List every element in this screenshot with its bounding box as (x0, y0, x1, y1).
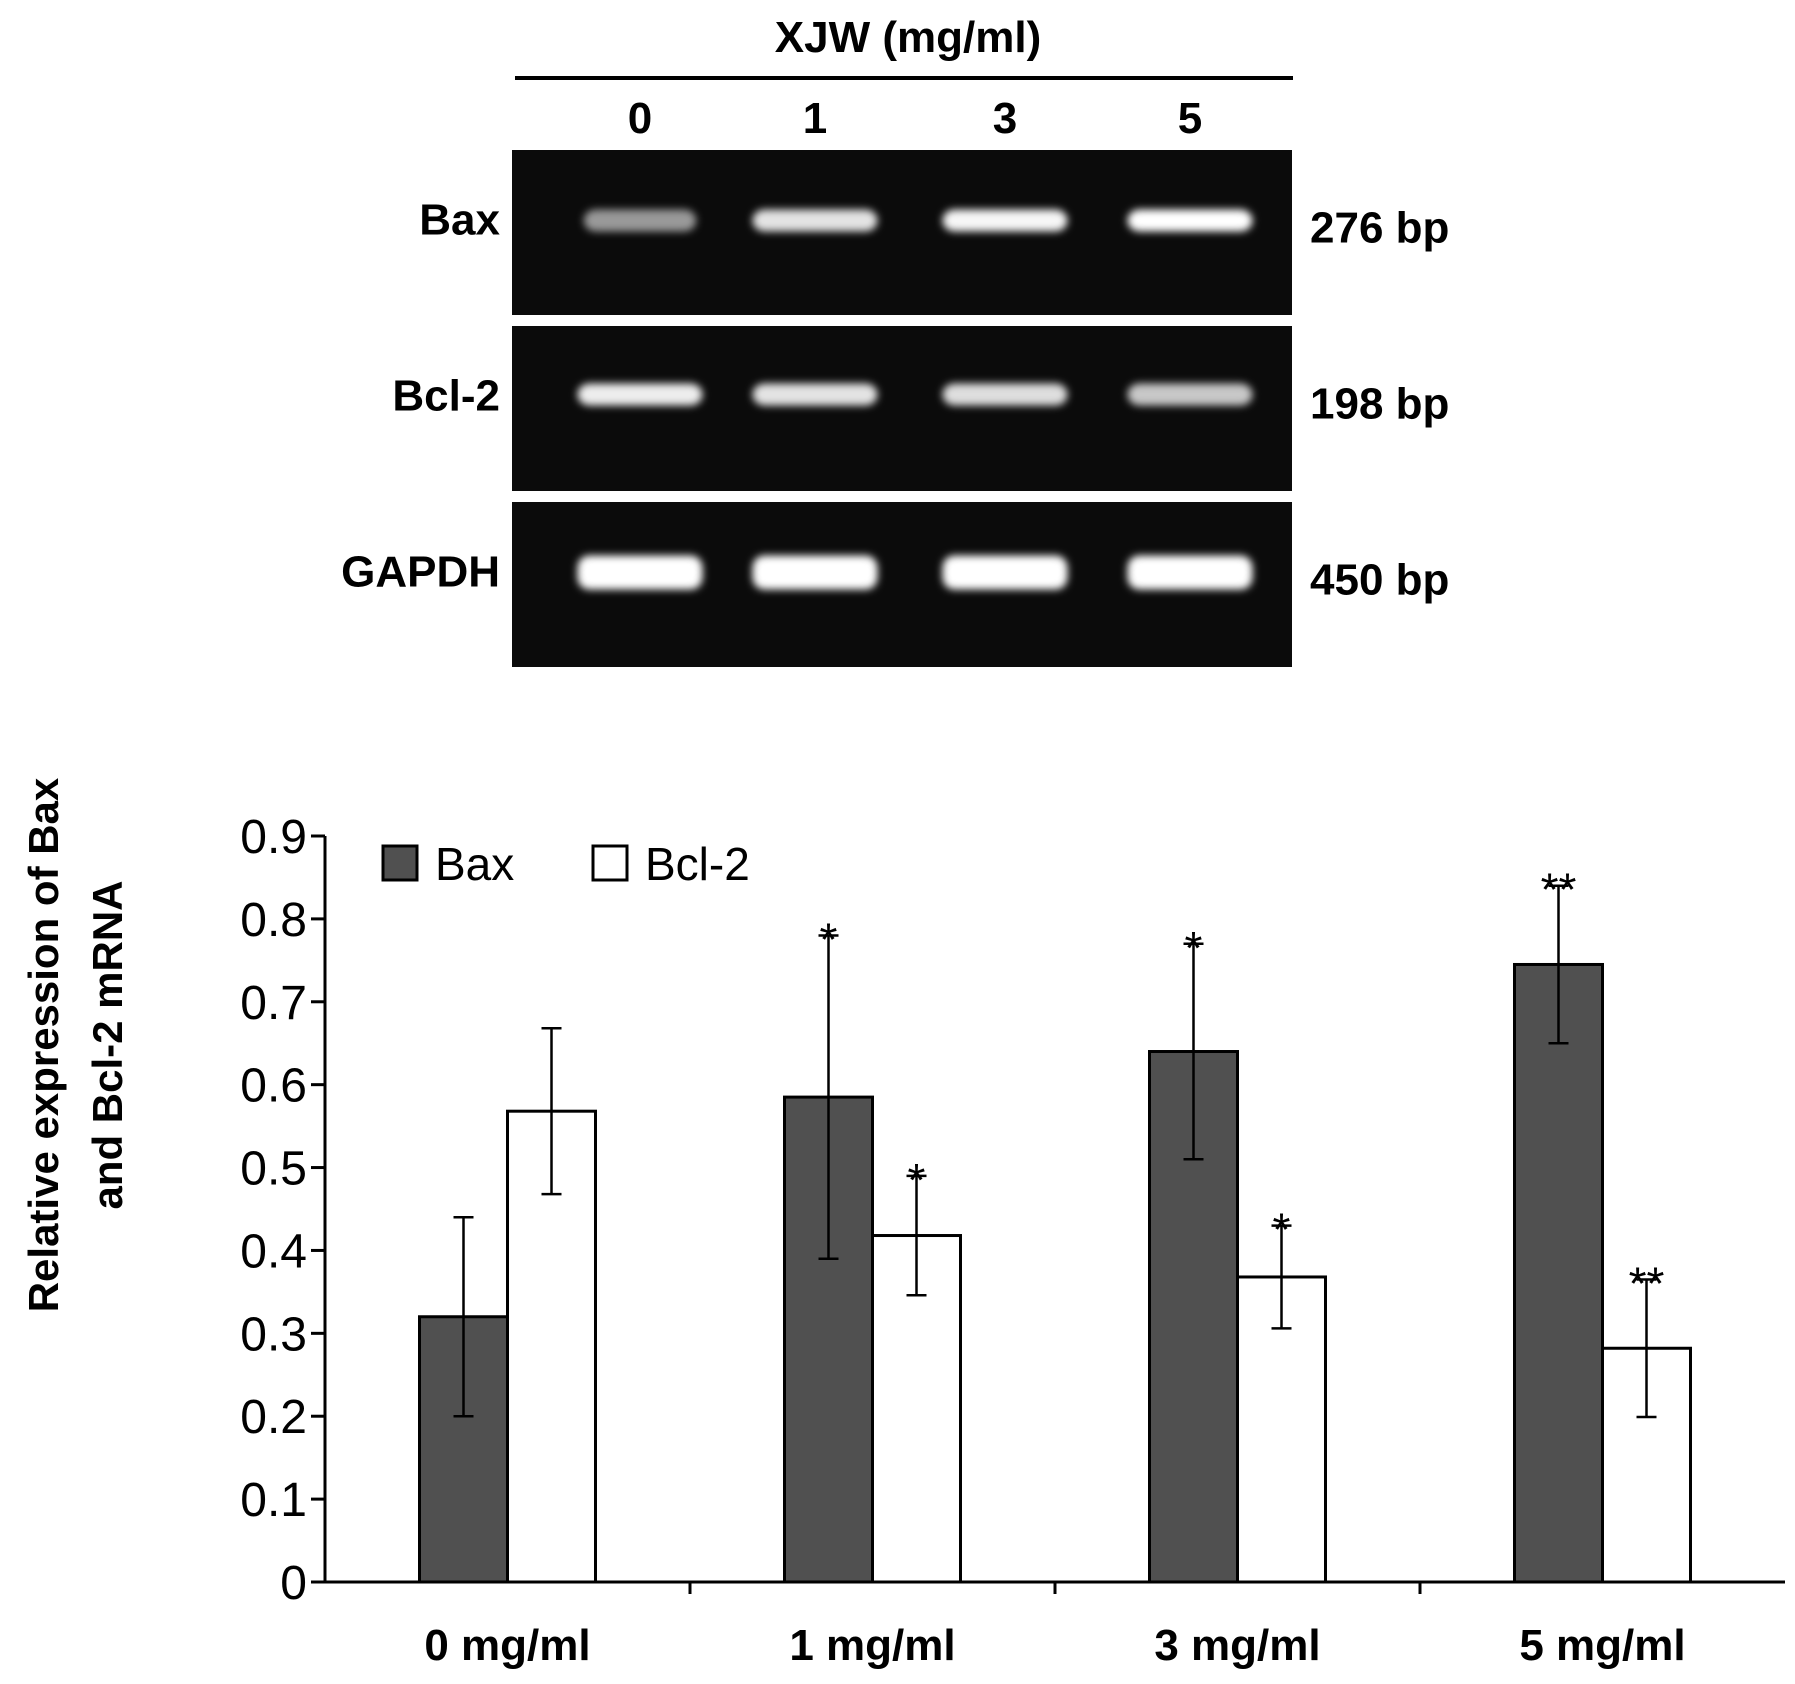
lane-label-3: 3 (993, 94, 1017, 143)
significance-marker: * (820, 913, 838, 965)
x-tick-label: 1 mg/ml (789, 1621, 955, 1670)
gel-row-size: 198 bp (1310, 380, 1449, 429)
gel-row-gapdh: GAPDH 450 bp (341, 502, 1449, 667)
x-tick-label: 5 mg/ml (1519, 1621, 1685, 1670)
lane-labels: 0 1 3 5 (628, 94, 1202, 143)
gel-strip (512, 326, 1292, 491)
lane-label-1: 1 (803, 94, 827, 143)
gel-band (577, 555, 703, 590)
gel-row-size: 276 bp (1310, 204, 1449, 253)
bar-bax (1513, 962, 1604, 1584)
bars: ******** (418, 864, 1692, 1584)
gel-row-label: Bax (419, 196, 500, 245)
y-tick-label: 0.7 (240, 977, 307, 1030)
lane-label-5: 5 (1178, 94, 1202, 143)
lane-label-0: 0 (628, 94, 652, 143)
y-tick-label: 0.9 (240, 811, 307, 864)
legend-label-bcl2: Bcl-2 (645, 838, 750, 890)
y-tick-label: 0.6 (240, 1060, 307, 1113)
y-tick-label: 0.2 (240, 1391, 307, 1444)
gel-band (942, 383, 1068, 406)
y-tick-label: 0.1 (240, 1474, 307, 1527)
significance-marker: * (1185, 922, 1203, 974)
gel-strip (512, 150, 1292, 315)
gel-band (583, 209, 697, 232)
gel-row-size: 450 bp (1310, 556, 1449, 605)
gel-band (942, 209, 1068, 232)
y-tick-label: 0.4 (240, 1225, 307, 1278)
legend-swatch-bax (381, 844, 419, 882)
y-tick-label: 0.3 (240, 1308, 307, 1361)
y-axis-label-line1: Relative expression of Bax (20, 777, 67, 1312)
gel-row-bcl-2: Bcl-2 198 bp (392, 326, 1449, 491)
gel-band (1127, 555, 1253, 590)
x-tick-label: 0 mg/ml (424, 1621, 590, 1670)
y-tick-label: 0.8 (240, 894, 307, 947)
y-tick-label: 0 (280, 1557, 307, 1610)
gel-title: XJW (mg/ml) (775, 13, 1041, 62)
significance-marker: * (908, 1154, 926, 1206)
gel-band (577, 383, 703, 406)
legend-swatch-bcl2 (591, 844, 629, 882)
y-axis: 0 0.1 0.2 0.3 0.4 0.5 0.6 0.7 0.8 0.9 (240, 811, 327, 1610)
significance-marker: ** (1629, 1257, 1665, 1309)
significance-marker: ** (1541, 864, 1577, 916)
gel-band (1127, 209, 1253, 232)
gel-band (942, 555, 1068, 590)
gel-row-label: Bcl-2 (392, 372, 500, 421)
legend: Bax Bcl-2 (381, 838, 750, 890)
legend-label-bax: Bax (435, 838, 514, 890)
significance-marker: * (1273, 1204, 1291, 1256)
gel-row-label: GAPDH (341, 548, 500, 597)
gel-band (752, 209, 878, 232)
gel-panel: XJW (mg/ml) 0 1 3 5 Bax 276 bp Bcl-2 198 bp GAP… (341, 13, 1449, 667)
gel-band (752, 383, 878, 406)
gel-band (752, 555, 878, 590)
gel-band (1127, 383, 1253, 406)
gel-row-bax: Bax 276 bp (419, 150, 1449, 315)
y-tick-label: 0.5 (240, 1143, 307, 1196)
x-tick-label: 3 mg/ml (1154, 1621, 1320, 1670)
y-axis-label-line2: and Bcl-2 mRNA (84, 880, 131, 1209)
bar-chart: Relative expression of Bax and Bcl-2 mRN… (20, 777, 1785, 1670)
gel-rows: Bax 276 bp Bcl-2 198 bp GAPDH 450 bp (341, 150, 1449, 667)
x-axis: 0 mg/ml 1 mg/ml 3 mg/ml 5 mg/ml (325, 1580, 1785, 1670)
